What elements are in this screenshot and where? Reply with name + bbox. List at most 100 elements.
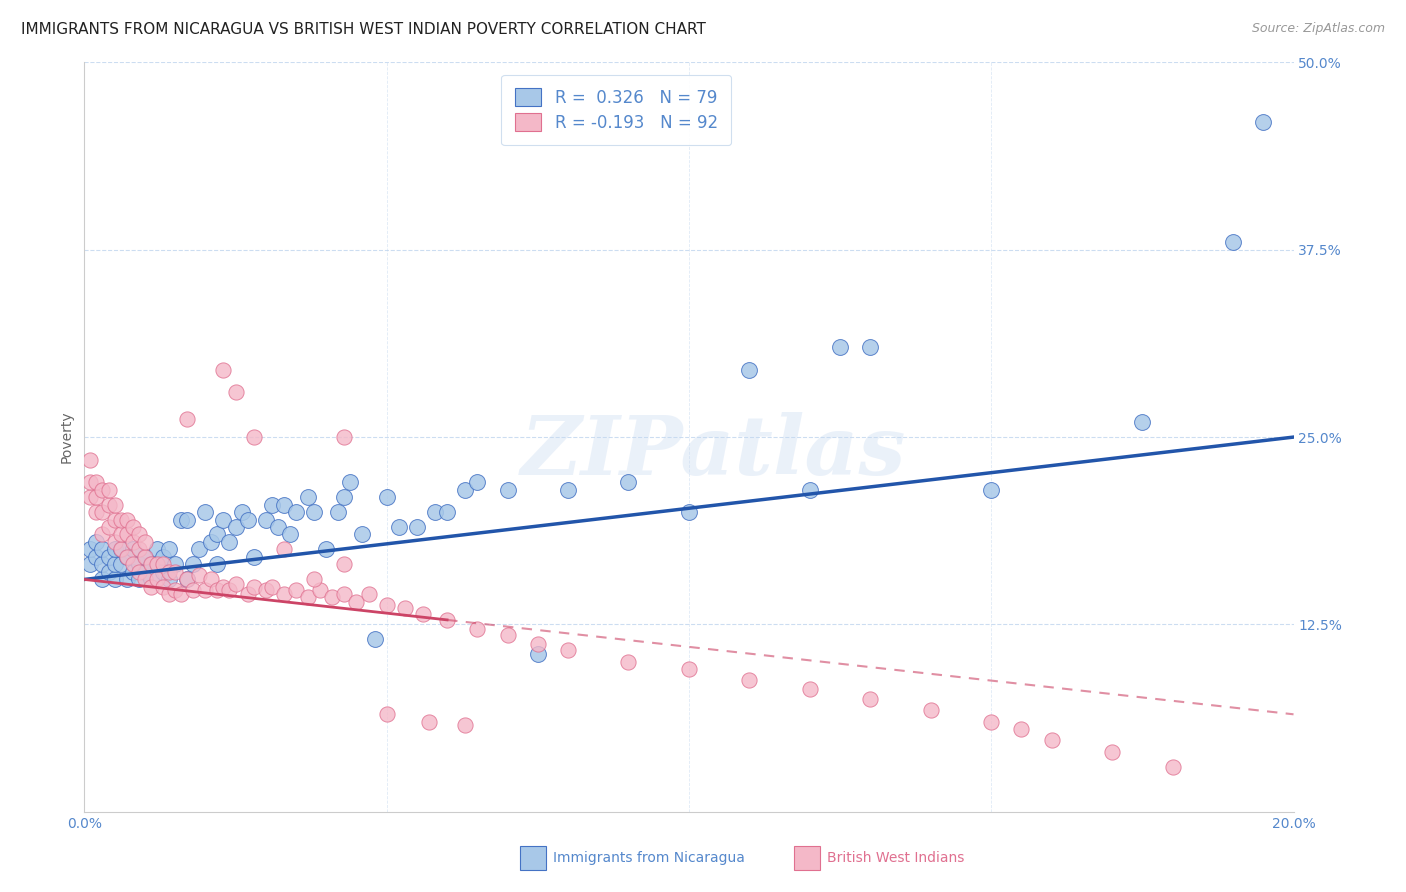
- Point: [738, 673, 761, 687]
- Point: [115, 512, 138, 526]
- Point: [157, 565, 180, 579]
- Point: [496, 628, 519, 642]
- Point: [146, 542, 169, 557]
- Point: [152, 549, 174, 564]
- Point: [321, 591, 343, 605]
- Point: [128, 527, 150, 541]
- Point: [79, 490, 101, 504]
- Point: [104, 542, 127, 557]
- Point: [260, 580, 283, 594]
- Point: [273, 498, 295, 512]
- Point: [1253, 115, 1275, 129]
- Point: [170, 587, 193, 601]
- Point: [236, 587, 259, 601]
- Point: [980, 483, 1002, 497]
- Point: [412, 607, 434, 621]
- Point: [302, 573, 325, 587]
- Point: [273, 587, 295, 601]
- Text: Source: ZipAtlas.com: Source: ZipAtlas.com: [1251, 22, 1385, 36]
- Point: [617, 475, 640, 489]
- Point: [128, 573, 150, 587]
- Point: [157, 573, 180, 587]
- Point: [1222, 235, 1244, 250]
- Point: [436, 505, 458, 519]
- Point: [436, 613, 458, 627]
- Point: [297, 591, 319, 605]
- Point: [859, 692, 882, 706]
- Point: [121, 542, 143, 557]
- Point: [128, 542, 150, 557]
- Point: [1161, 760, 1184, 774]
- Point: [97, 498, 120, 512]
- Point: [110, 527, 132, 541]
- Point: [165, 558, 187, 572]
- Text: Immigrants from Nicaragua: Immigrants from Nicaragua: [553, 851, 744, 865]
- Point: [110, 542, 132, 557]
- Point: [231, 505, 253, 519]
- Point: [91, 483, 114, 497]
- Point: [830, 340, 852, 354]
- Point: [527, 648, 550, 662]
- Point: [496, 483, 519, 497]
- Point: [104, 558, 127, 572]
- Point: [225, 520, 247, 534]
- Point: [363, 632, 385, 647]
- Point: [194, 582, 217, 597]
- Point: [527, 637, 550, 651]
- Point: [394, 601, 416, 615]
- Point: [859, 340, 882, 354]
- Point: [212, 512, 235, 526]
- Point: [333, 587, 356, 601]
- Point: [152, 565, 174, 579]
- Point: [121, 558, 143, 572]
- Point: [165, 582, 187, 597]
- Point: [254, 582, 277, 597]
- Point: [418, 714, 440, 729]
- Point: [1101, 745, 1123, 759]
- Point: [678, 505, 700, 519]
- Point: [139, 573, 162, 587]
- Point: [139, 558, 162, 572]
- Point: [242, 430, 264, 444]
- Point: [273, 542, 295, 557]
- Point: [134, 573, 156, 587]
- Point: [176, 412, 198, 426]
- Point: [375, 490, 398, 504]
- Point: [388, 520, 411, 534]
- Point: [176, 512, 198, 526]
- Point: [200, 535, 222, 549]
- Point: [799, 483, 821, 497]
- Point: [225, 385, 247, 400]
- Point: [165, 565, 187, 579]
- Point: [920, 703, 942, 717]
- Point: [617, 655, 640, 669]
- Point: [375, 707, 398, 722]
- Point: [333, 558, 356, 572]
- Point: [91, 527, 114, 541]
- Point: [128, 565, 150, 579]
- Point: [212, 362, 235, 376]
- Point: [1130, 415, 1153, 429]
- Point: [176, 573, 198, 587]
- Text: IMMIGRANTS FROM NICARAGUA VS BRITISH WEST INDIAN POVERTY CORRELATION CHART: IMMIGRANTS FROM NICARAGUA VS BRITISH WES…: [21, 22, 706, 37]
- Point: [454, 483, 477, 497]
- Point: [678, 662, 700, 676]
- Point: [97, 549, 120, 564]
- Point: [121, 520, 143, 534]
- Point: [406, 520, 429, 534]
- Point: [181, 558, 204, 572]
- Point: [207, 582, 229, 597]
- Point: [309, 582, 332, 597]
- Point: [194, 505, 217, 519]
- Y-axis label: Poverty: Poverty: [59, 411, 73, 463]
- Point: [104, 498, 127, 512]
- Point: [115, 573, 138, 587]
- Point: [285, 505, 308, 519]
- Point: [260, 498, 283, 512]
- Point: [181, 582, 204, 597]
- Point: [285, 582, 308, 597]
- Point: [146, 558, 169, 572]
- Point: [91, 505, 114, 519]
- Point: [79, 452, 101, 467]
- Point: [86, 490, 108, 504]
